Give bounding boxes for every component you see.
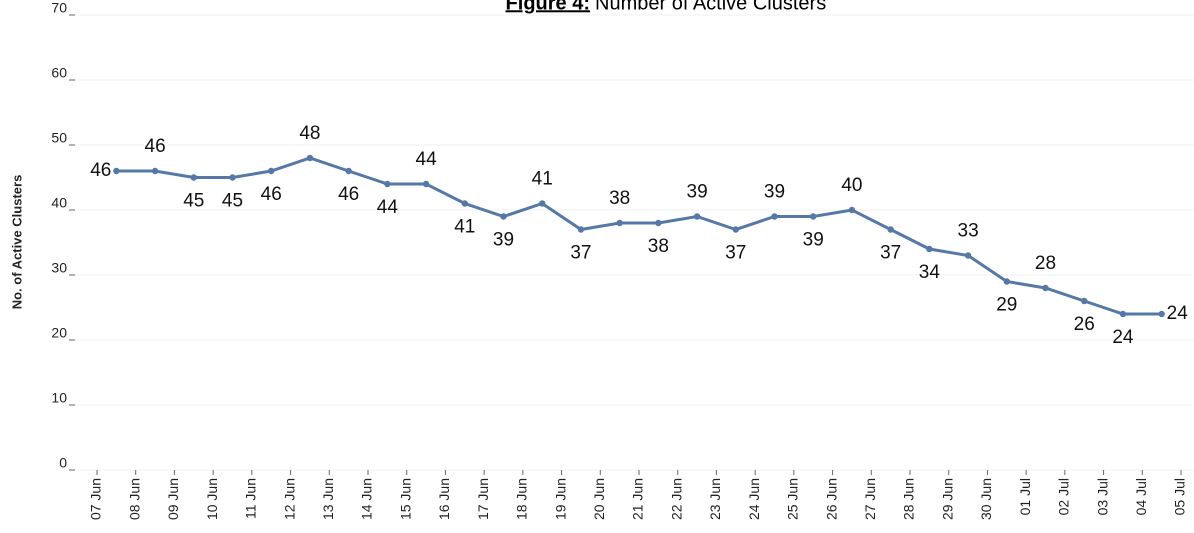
point [732, 226, 739, 233]
point [268, 167, 275, 175]
x-tick-label: 19 Jun [552, 478, 568, 520]
data-label: 39 [493, 230, 514, 251]
x-tick-label: 07 Jun [88, 478, 104, 520]
y-tick-label: 60 [51, 65, 67, 81]
point [151, 167, 159, 175]
point [887, 226, 894, 233]
x-tick-label: 22 Jun [668, 478, 684, 520]
point [113, 167, 120, 175]
figure-label: Figure 4: [506, 0, 590, 14]
x-tick-label: 27 Jun [862, 478, 878, 520]
data-label: 39 [803, 230, 824, 251]
point [1119, 310, 1127, 318]
x-tick-label: 28 Jun [901, 478, 917, 520]
data-label: 37 [570, 243, 591, 264]
y-axis-label: No. of Active Clusters [9, 175, 24, 310]
data-label: 40 [841, 175, 862, 196]
point [771, 213, 778, 220]
point [1042, 284, 1049, 292]
point [500, 213, 507, 220]
point [306, 154, 314, 162]
x-tick-label: 12 Jun [281, 478, 297, 520]
data-label: 48 [299, 123, 320, 144]
point [1158, 310, 1165, 318]
data-label: 26 [1074, 314, 1095, 335]
x-tick-label: 15 Jun [397, 478, 413, 520]
x-tick-label: 21 Jun [630, 478, 646, 520]
data-label: 41 [454, 217, 475, 238]
x-tick-label: 29 Jun [939, 478, 955, 520]
data-label: 39 [687, 182, 708, 203]
line [116, 156, 1162, 316]
data-label: 28 [1035, 253, 1056, 274]
data-label: 41 [532, 169, 553, 190]
point [190, 174, 197, 181]
data-label: 44 [377, 197, 399, 218]
data-label: 37 [725, 243, 746, 264]
x-tick-label: 08 Jun [126, 478, 142, 520]
point [577, 226, 585, 233]
x-tick-label: 02 Jul [1056, 478, 1072, 515]
data-label: 24 [1167, 303, 1189, 324]
x-tick-label: 23 Jun [707, 478, 723, 520]
x-tick-label: 10 Jun [204, 478, 220, 520]
y-tick-label: 30 [51, 260, 67, 276]
point [422, 180, 430, 188]
point [926, 245, 933, 253]
point [655, 219, 662, 227]
data-label: 38 [609, 188, 630, 209]
y-tick-label: 50 [51, 130, 67, 146]
x-tick-label: 14 Jun [359, 478, 375, 520]
data-label: 46 [261, 184, 282, 205]
x-tick-label: 17 Jun [475, 478, 491, 520]
data-label: 37 [880, 243, 901, 264]
point [964, 252, 972, 259]
data-label: 45 [183, 191, 204, 212]
x-tick-label: 20 Jun [591, 478, 607, 520]
x-tick-label: 09 Jun [165, 478, 181, 520]
data-label: 46 [90, 160, 111, 181]
point [1003, 278, 1010, 285]
data-label: 46 [145, 136, 166, 157]
point [848, 206, 856, 214]
data-label: 38 [648, 236, 669, 257]
y-tick-label: 0 [59, 455, 67, 471]
data-label: 46 [338, 184, 359, 205]
data-label: 33 [958, 221, 979, 242]
point [1081, 297, 1088, 305]
x-tick-label: 05 Jul [1172, 478, 1188, 515]
data-label: 24 [1112, 327, 1134, 348]
chart-title: Number of Active Clusters [595, 0, 826, 14]
x-tick-label: 16 Jun [436, 478, 452, 520]
data-label: 44 [416, 149, 438, 170]
y-tick-label: 20 [51, 325, 67, 341]
point [384, 180, 391, 188]
point [461, 200, 468, 207]
x-tick-label: 01 Jul [1017, 478, 1033, 515]
x-tick-label: 13 Jun [320, 478, 336, 520]
x-tick-label: 11 Jun [243, 478, 259, 519]
x-tick-label: 18 Jun [514, 478, 530, 520]
data-label: 29 [996, 295, 1017, 316]
x-tick-label: 30 Jun [978, 478, 994, 520]
data-label: 45 [222, 191, 243, 212]
x-tick-label: 25 Jun [785, 478, 801, 520]
x-tick-label: 24 Jun [746, 478, 762, 520]
x-tick-label: 26 Jun [823, 478, 839, 520]
point [810, 213, 817, 220]
point [539, 200, 546, 207]
x-tick-label: 04 Jul [1133, 478, 1149, 515]
point [229, 174, 236, 181]
point [616, 219, 623, 227]
point [693, 213, 701, 220]
x-tick-label: 03 Jul [1094, 478, 1110, 515]
data-label: 39 [764, 182, 785, 203]
point [345, 167, 352, 175]
y-tick-label: 70 [51, 0, 67, 16]
y-tick-label: 40 [51, 195, 67, 211]
data-label: 34 [919, 262, 941, 283]
y-tick-label: 10 [51, 390, 67, 406]
